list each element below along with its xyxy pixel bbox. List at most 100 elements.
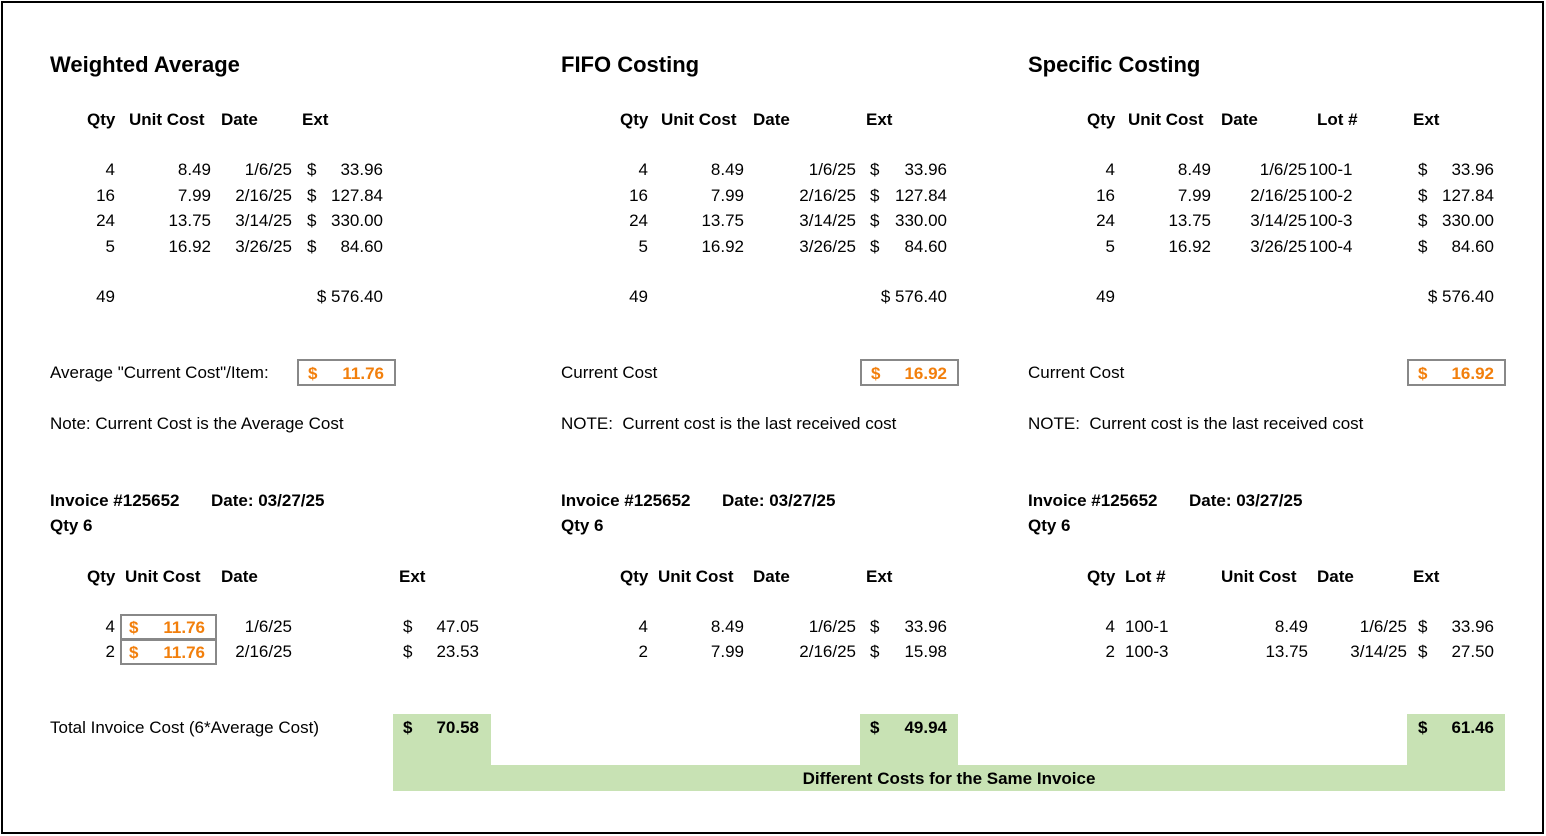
weighted-note: Note: Current Cost is the Average Cost <box>50 414 344 433</box>
specific-inv-header-qty: Qty <box>1087 567 1116 586</box>
specific-total-qty: 49 <box>1096 287 1115 306</box>
weighted-total-symbol: $ <box>403 718 413 737</box>
row-date: 3/26/25 <box>799 237 856 256</box>
row-unit-cost: 7.99 <box>177 186 211 205</box>
weighted-total-ext: $ 576.40 <box>316 287 383 306</box>
row-unit-cost: 13.75 <box>168 211 211 230</box>
row-qty: 5 <box>105 237 115 256</box>
specific-invoice-qty: Qty 6 <box>1028 516 1071 535</box>
row-date: 2/16/25 <box>1250 186 1307 205</box>
weighted-invoice-cost-cell[interactable]: $ 11.76 <box>120 614 217 640</box>
weighted-invoice-number: Invoice #125652 <box>50 491 180 510</box>
row-ext-symbol: $ <box>307 186 317 205</box>
fifo-header-ext: Ext <box>866 110 893 129</box>
row-date: 2/16/25 <box>799 186 856 205</box>
row-qty: 2 <box>105 642 115 661</box>
weighted-current-cost-cell[interactable]: $ 11.76 <box>297 359 396 386</box>
weighted-cost-label: Average "Current Cost"/Item: <box>50 363 269 382</box>
weighted-inv-header-unit-cost: Unit Cost <box>125 567 201 586</box>
row-ext-symbol: $ <box>870 186 880 205</box>
row-lot: 100-1 <box>1125 617 1169 636</box>
row-ext-symbol: $ <box>1418 211 1428 230</box>
row-ext: 23.53 <box>436 642 479 661</box>
row-qty: 5 <box>638 237 648 256</box>
fifo-invoice-date: Date: 03/27/25 <box>722 491 836 510</box>
specific-header-unit-cost: Unit Cost <box>1128 110 1204 129</box>
fifo-total-symbol: $ <box>870 718 880 737</box>
row-date: 3/14/25 <box>799 211 856 230</box>
row-date: 2/16/25 <box>799 642 856 661</box>
specific-inv-header-unit-cost: Unit Cost <box>1221 567 1297 586</box>
specific-inv-header-date: Date <box>1317 567 1354 586</box>
weighted-header-ext: Ext <box>302 110 329 129</box>
row-qty: 4 <box>1105 617 1115 636</box>
specific-header-lot: Lot # <box>1317 110 1358 129</box>
row-qty: 2 <box>1105 642 1115 661</box>
fifo-header-date: Date <box>753 110 790 129</box>
row-ext: 84.60 <box>340 237 383 256</box>
comparison-banner-text: Different Costs for the Same Invoice <box>802 769 1096 788</box>
cost-value: 16.92 <box>904 364 947 383</box>
row-lot: 100-3 <box>1309 211 1353 230</box>
cost-value: 11.76 <box>163 618 205 637</box>
row-lot: 100-4 <box>1309 237 1353 256</box>
row-ext-symbol: $ <box>307 211 317 230</box>
row-date: 1/6/25 <box>244 617 292 636</box>
row-qty: 4 <box>105 160 115 179</box>
cost-symbol: $ <box>129 643 139 662</box>
fifo-invoice-number: Invoice #125652 <box>561 491 691 510</box>
fifo-note: NOTE: Current cost is the last received … <box>561 414 897 433</box>
row-unit-cost: 16.92 <box>168 237 211 256</box>
row-qty: 4 <box>638 617 648 636</box>
weighted-total-qty: 49 <box>96 287 115 306</box>
fifo-inv-header-date: Date <box>753 567 790 586</box>
row-ext: 127.84 <box>1442 186 1494 205</box>
row-ext: 84.60 <box>1451 237 1494 256</box>
specific-total-value: 61.46 <box>1451 718 1494 737</box>
row-date: 1/6/25 <box>244 160 292 179</box>
cost-value: 11.76 <box>163 643 205 662</box>
row-qty: 16 <box>1096 186 1115 205</box>
row-qty: 4 <box>105 617 115 636</box>
specific-total-cell <box>1407 714 1505 768</box>
row-ext-symbol: $ <box>307 237 317 256</box>
row-date: 3/14/25 <box>1350 642 1407 661</box>
row-unit-cost: 13.75 <box>701 211 744 230</box>
row-date: 1/6/25 <box>808 160 856 179</box>
specific-inv-header-lot: Lot # <box>1125 567 1166 586</box>
weighted-invoice-cost-cell[interactable]: $ 11.76 <box>120 639 217 665</box>
row-unit-cost: 7.99 <box>1177 186 1211 205</box>
row-unit-cost: 8.49 <box>710 617 744 636</box>
row-ext-symbol: $ <box>870 642 880 661</box>
row-ext-symbol: $ <box>870 211 880 230</box>
row-qty: 24 <box>1096 211 1115 230</box>
fifo-total-ext: $ 576.40 <box>880 287 947 306</box>
row-date: 2/16/25 <box>235 642 292 661</box>
fifo-inv-header-qty: Qty <box>620 567 649 586</box>
row-ext: 33.96 <box>340 160 383 179</box>
row-qty: 5 <box>1105 237 1115 256</box>
weighted-inv-header-date: Date <box>221 567 258 586</box>
row-ext: 33.96 <box>904 160 947 179</box>
weighted-inv-header-qty: Qty <box>87 567 116 586</box>
row-ext-symbol: $ <box>307 160 317 179</box>
row-date: 3/26/25 <box>1250 237 1307 256</box>
specific-invoice-date: Date: 03/27/25 <box>1189 491 1303 510</box>
weighted-header-qty: Qty <box>87 110 116 129</box>
fifo-title: FIFO Costing <box>561 52 700 77</box>
row-qty: 16 <box>629 186 648 205</box>
row-ext-symbol: $ <box>403 642 413 661</box>
specific-inv-header-ext: Ext <box>1413 567 1440 586</box>
row-unit-cost: 8.49 <box>710 160 744 179</box>
row-date: 3/14/25 <box>1250 211 1307 230</box>
specific-note: NOTE: Current cost is the last received … <box>1028 414 1364 433</box>
row-ext: 330.00 <box>1442 211 1494 230</box>
specific-title: Specific Costing <box>1028 52 1201 77</box>
fifo-total-qty: 49 <box>629 287 648 306</box>
weighted-title: Weighted Average <box>50 52 240 77</box>
specific-current-cost-cell[interactable]: $ 16.92 <box>1407 359 1506 386</box>
row-qty: 16 <box>96 186 115 205</box>
row-ext-symbol: $ <box>1418 186 1428 205</box>
row-ext-symbol: $ <box>870 160 880 179</box>
fifo-current-cost-cell[interactable]: $ 16.92 <box>860 359 959 386</box>
